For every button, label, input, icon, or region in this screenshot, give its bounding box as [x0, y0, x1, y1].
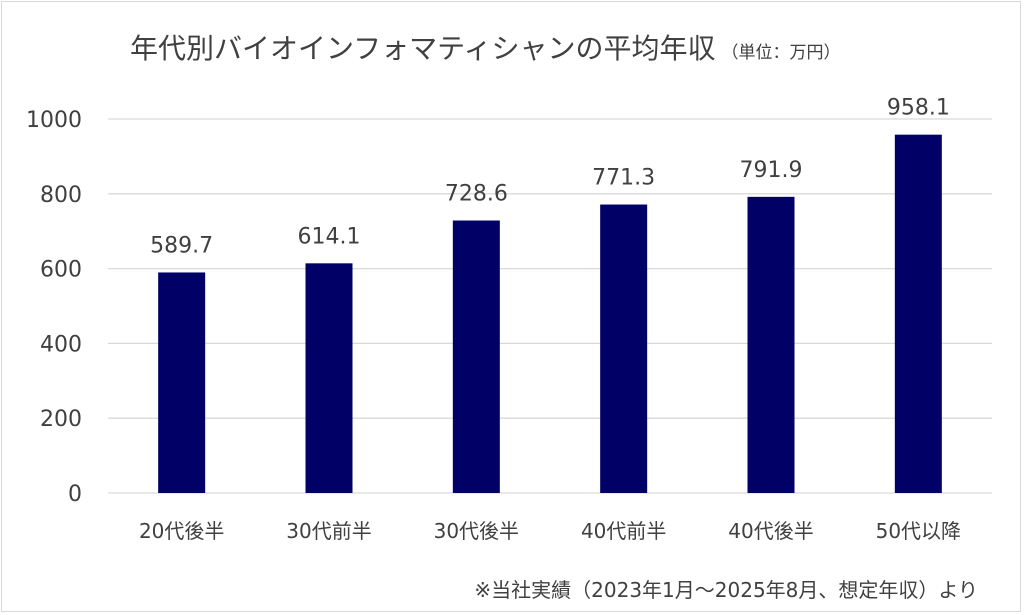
y-tick-label: 400 — [40, 332, 82, 357]
category-label: 40代前半 — [581, 519, 666, 543]
bar — [452, 220, 500, 493]
category-labels: 20代後半 30代前半 30代後半 40代前半 40代後半 50代以降 — [139, 519, 961, 543]
y-tick-label: 0 — [68, 482, 82, 507]
data-labels: 589.7 614.1 728.6 771.3 791.9 958.1 — [150, 96, 950, 259]
data-label: 958.1 — [887, 96, 950, 121]
chart-title: 年代別バイオインフォマティシャンの平均年収 — [130, 32, 716, 65]
category-label: 20代後半 — [139, 519, 224, 543]
data-label: 771.3 — [592, 166, 655, 191]
bar — [894, 134, 942, 493]
category-label: 30代後半 — [434, 519, 519, 543]
y-tick-label: 800 — [40, 183, 82, 208]
gridlines — [108, 118, 992, 494]
unit-note: （単位：万円） — [721, 43, 841, 63]
data-label: 791.9 — [740, 158, 803, 183]
bar — [600, 204, 648, 493]
data-label: 614.1 — [298, 224, 361, 249]
category-label: 40代後半 — [728, 519, 813, 543]
y-axis-tick-labels: 0 200 400 600 800 1000 — [26, 108, 82, 507]
bar — [158, 272, 206, 493]
category-label: 30代前半 — [286, 519, 371, 543]
y-tick-label: 1000 — [26, 108, 82, 133]
bar — [747, 196, 795, 493]
category-label: 50代以降 — [876, 519, 961, 543]
data-label: 728.6 — [445, 182, 508, 207]
bars — [158, 134, 942, 493]
y-tick-label: 600 — [40, 258, 82, 283]
bar — [305, 263, 353, 493]
footnote: ※当社実績（2023年1月～2025年8月、想定年収）より — [474, 578, 978, 602]
chart-title-block: 年代別バイオインフォマティシャンの平均年収 （単位：万円） — [130, 32, 840, 66]
y-tick-label: 200 — [40, 407, 82, 432]
data-label: 589.7 — [150, 233, 213, 258]
